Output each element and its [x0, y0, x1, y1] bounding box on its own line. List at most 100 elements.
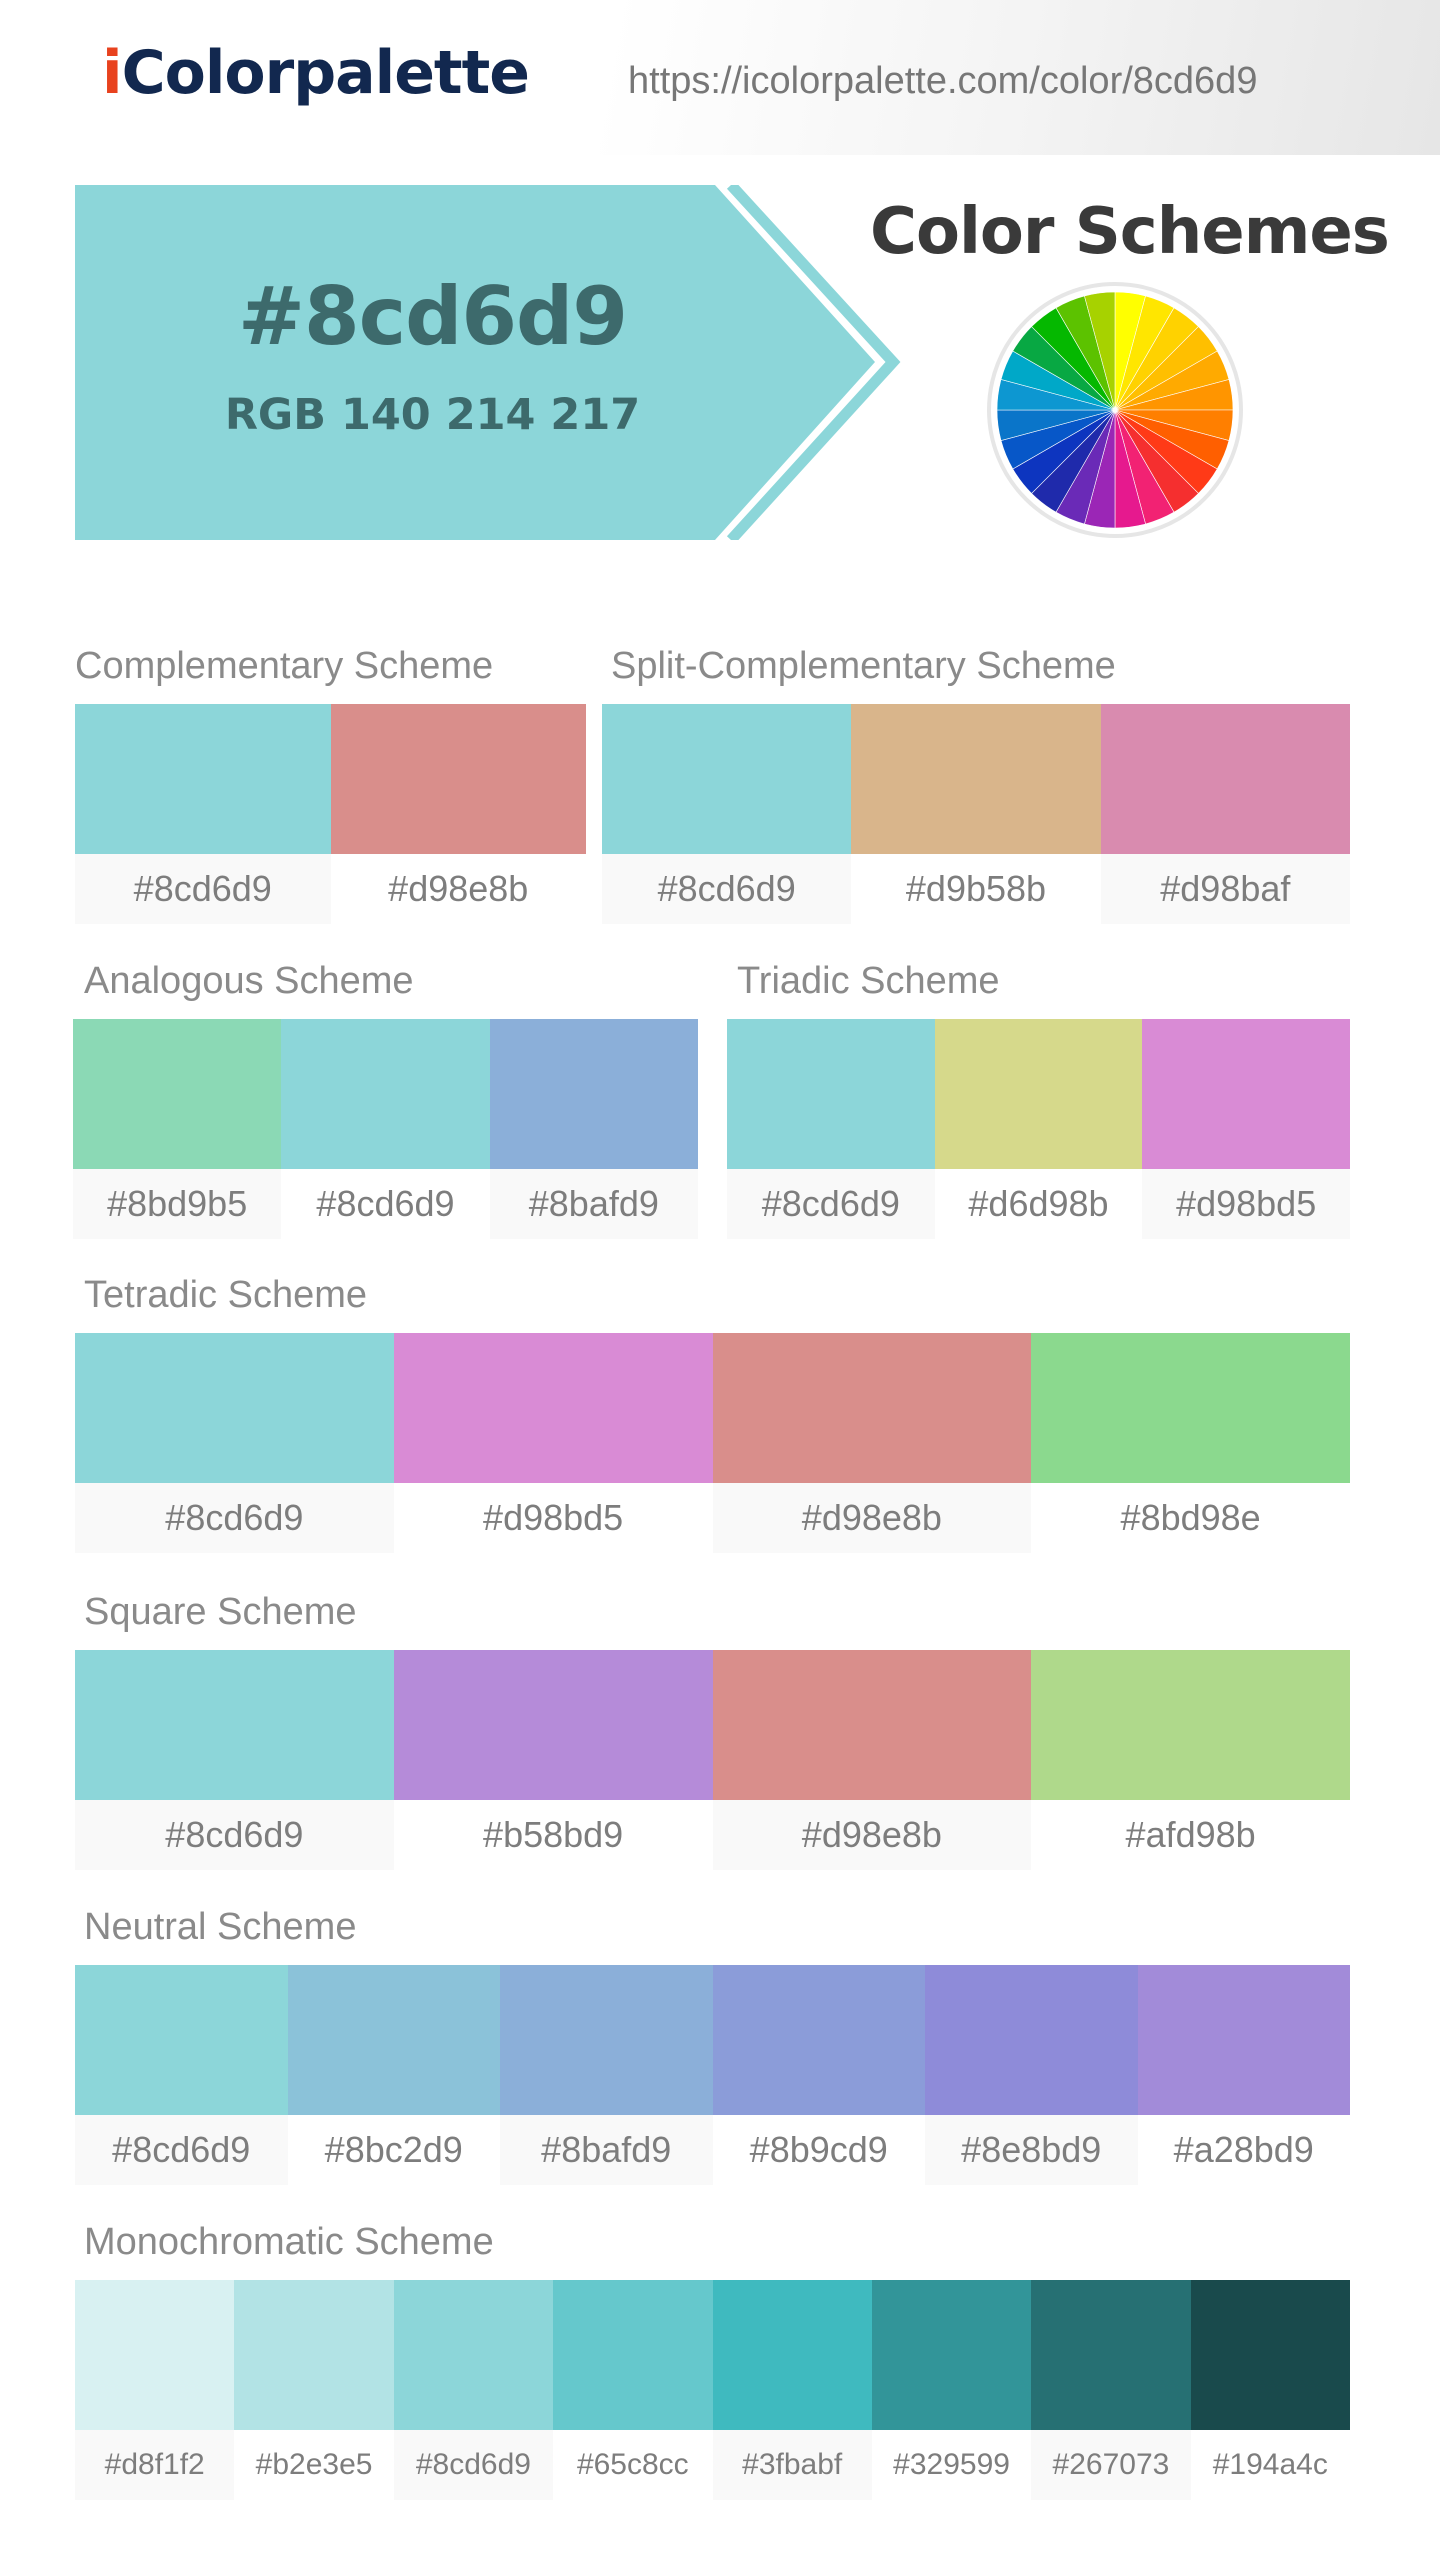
color-swatch[interactable] — [602, 704, 852, 854]
color-hex-label[interactable]: #8cd6d9 — [602, 854, 852, 924]
color-swatch[interactable] — [393, 1333, 713, 1483]
scheme-title: Square Scheme — [84, 1591, 357, 1633]
color-swatch[interactable] — [234, 2280, 394, 2430]
color-swatch[interactable] — [1031, 1333, 1350, 1483]
color-hex-label[interactable]: #8cd6d9 — [75, 1483, 394, 1553]
label-row: #8cd6d9 #8bc2d9 #8bafd9 #8b9cd9 #8e8bd9 #a28b… — [75, 2115, 1350, 2185]
label-row: #8bd9b5 #8cd6d9 #8bafd9 — [73, 1169, 698, 1239]
color-swatch[interactable] — [712, 1965, 925, 2115]
color-hex-label[interactable]: #8b9cd9 — [749, 2129, 888, 2170]
color-swatch[interactable] — [925, 1965, 1138, 2115]
color-hex-label[interactable]: #d98e8b — [712, 1483, 1032, 1553]
scheme-neutral-scheme: Neutral Scheme #8cd6d9 #8bc2d9 #8bafd9 #8b9c… — [75, 1908, 1350, 2208]
color-hex-label[interactable]: #65c8cc — [576, 2448, 689, 2481]
color-swatch[interactable] — [489, 1019, 698, 1169]
swatch-row — [75, 704, 586, 854]
color-hex-label[interactable]: #194a4c — [1212, 2448, 1328, 2481]
swatch-row — [73, 1019, 698, 1169]
color-swatch[interactable] — [712, 1650, 1032, 1800]
color-hex-label[interactable]: #8bc2d9 — [324, 2129, 463, 2170]
color-swatch[interactable] — [1031, 1650, 1350, 1800]
swatch-row — [75, 1965, 1350, 2115]
scheme-title: Complementary Scheme — [75, 645, 494, 687]
color-swatch[interactable] — [75, 1650, 394, 1800]
color-swatch[interactable] — [75, 2280, 235, 2430]
color-hex-label[interactable]: #8bafd9 — [500, 2115, 713, 2185]
color-hex-label[interactable]: #8cd6d9 — [75, 1800, 394, 1870]
color-swatch[interactable] — [1100, 704, 1350, 854]
swatch-row — [727, 1019, 1350, 1169]
color-hex-label[interactable]: #8cd6d9 — [75, 854, 331, 924]
color-hex-label[interactable]: #8cd6d9 — [316, 1183, 455, 1224]
color-swatch[interactable] — [281, 1019, 490, 1169]
scheme-title: Split-Complementary Scheme — [611, 645, 1116, 687]
color-swatch[interactable] — [393, 1650, 713, 1800]
swatch-row — [75, 1650, 1350, 1800]
color-hex-label[interactable]: #d98bd5 — [1142, 1169, 1350, 1239]
scheme-title: Triadic Scheme — [737, 960, 1000, 1002]
color-swatch[interactable] — [1031, 2280, 1191, 2430]
color-hex-label[interactable]: #8bd98e — [1120, 1497, 1261, 1538]
color-swatch[interactable] — [934, 1019, 1143, 1169]
swatch-row — [602, 704, 1350, 854]
color-hex-label[interactable]: #d98e8b — [388, 868, 529, 909]
scheme-tetradic-scheme: Tetradic Scheme #8cd6d9 #d98bd5 #d98e8b #8bd… — [75, 1276, 1350, 1576]
color-hex-label[interactable]: #3fbabf — [712, 2430, 872, 2500]
color-hex-label[interactable]: #8cd6d9 — [75, 2115, 288, 2185]
color-hex-label[interactable]: #8cd6d9 — [727, 1169, 935, 1239]
color-swatch[interactable] — [871, 2280, 1032, 2430]
color-hex-label[interactable]: #267073 — [1031, 2430, 1191, 2500]
scheme-analogous-scheme: Analogous Scheme #8bd9b5 #8cd6d9 #8bafd9 — [73, 962, 698, 1262]
color-hex-label[interactable]: #b58bd9 — [483, 1814, 624, 1855]
color-swatch[interactable] — [287, 1965, 500, 2115]
main-hex-code: #8cd6d9 — [238, 270, 628, 363]
scheme-title: Neutral Scheme — [84, 1906, 357, 1948]
swatch-row — [75, 1333, 1350, 1483]
color-hex-label[interactable]: #afd98b — [1125, 1814, 1256, 1855]
color-wheel-segment — [1084, 291, 1116, 411]
color-swatch[interactable] — [73, 1019, 282, 1169]
color-hex-label[interactable]: #d8f1f2 — [75, 2430, 235, 2500]
color-hex-label[interactable]: #d98baf — [1100, 854, 1350, 924]
label-row: #8cd6d9 #d98bd5 #d98e8b #8bd98e — [75, 1483, 1350, 1553]
color-hex-label[interactable]: #329599 — [893, 2448, 1010, 2481]
color-hex-label[interactable]: #a28bd9 — [1173, 2129, 1314, 2170]
swatch-row — [75, 2280, 1350, 2430]
banner-chevron — [726, 185, 901, 540]
color-swatch[interactable] — [851, 704, 1101, 854]
color-swatch[interactable] — [1142, 1019, 1350, 1169]
color-swatch[interactable] — [500, 1965, 713, 2115]
site-logo[interactable]: iColorpalette — [102, 38, 530, 108]
color-swatch[interactable] — [1190, 2280, 1350, 2430]
color-wheel-icon — [987, 282, 1243, 538]
label-row: #8cd6d9 #d9b58b #d98baf — [602, 854, 1350, 924]
color-hex-label[interactable]: #d9b58b — [905, 868, 1047, 909]
label-row: #d8f1f2 #b2e3e5 #8cd6d9 #65c8cc #3fbabf #3295… — [75, 2430, 1350, 2500]
label-row: #8cd6d9 #d98e8b — [75, 854, 586, 924]
color-swatch[interactable] — [75, 704, 331, 854]
color-hex-label[interactable]: #d98bd5 — [483, 1497, 624, 1538]
color-swatch[interactable] — [75, 1965, 288, 2115]
color-hex-label[interactable]: #8cd6d9 — [393, 2430, 554, 2500]
main-color-swatch — [75, 185, 875, 540]
color-hex-label[interactable]: #8bd9b5 — [73, 1169, 282, 1239]
color-swatch[interactable] — [393, 2280, 554, 2430]
main-color-banner — [75, 185, 901, 540]
scheme-square-scheme: Square Scheme #8cd6d9 #b58bd9 #d98e8b #afd98… — [75, 1593, 1350, 1893]
color-hex-label[interactable]: #d98e8b — [712, 1800, 1032, 1870]
label-row: #8cd6d9 #b58bd9 #d98e8b #afd98b — [75, 1800, 1350, 1870]
color-swatch[interactable] — [75, 1333, 394, 1483]
header-background — [0, 0, 1440, 155]
logo-i: i — [102, 38, 123, 108]
color-swatch[interactable] — [712, 2280, 872, 2430]
color-hex-label[interactable]: #b2e3e5 — [255, 2448, 373, 2481]
color-hex-label[interactable]: #8bafd9 — [489, 1169, 698, 1239]
color-hex-label[interactable]: #d6d98b — [968, 1183, 1109, 1224]
color-swatch[interactable] — [727, 1019, 935, 1169]
color-swatch[interactable] — [553, 2280, 713, 2430]
color-swatch[interactable] — [330, 704, 586, 854]
color-swatch[interactable] — [712, 1333, 1032, 1483]
color-hex-label[interactable]: #8e8bd9 — [925, 2115, 1138, 2185]
site-url[interactable]: https://icolorpalette.com/color/8cd6d9 — [628, 60, 1258, 102]
color-swatch[interactable] — [1137, 1965, 1350, 2115]
